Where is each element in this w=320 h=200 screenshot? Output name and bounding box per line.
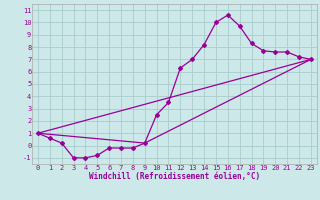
X-axis label: Windchill (Refroidissement éolien,°C): Windchill (Refroidissement éolien,°C) bbox=[89, 172, 260, 181]
